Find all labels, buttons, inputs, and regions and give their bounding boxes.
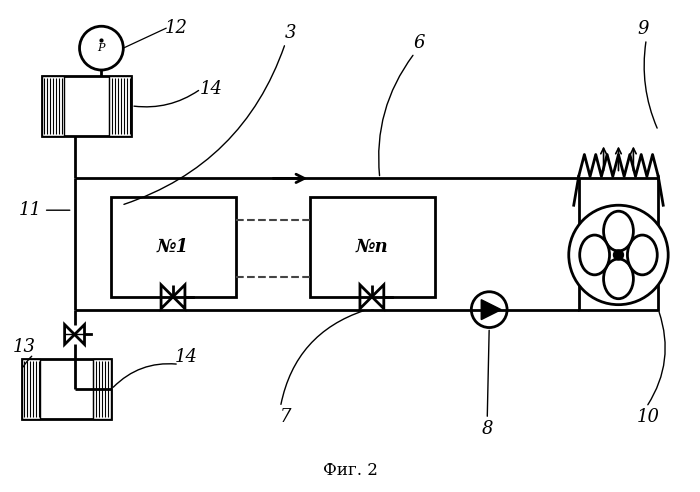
Text: 13: 13 [13, 338, 36, 356]
Text: 8: 8 [482, 420, 493, 438]
Bar [579, 179, 658, 309]
Bar [109, 76, 131, 136]
Text: 10: 10 [637, 408, 660, 426]
Text: 14: 14 [199, 80, 223, 98]
Text: P: P [98, 43, 105, 53]
Text: №n: №n [356, 238, 389, 256]
Bar [22, 359, 111, 419]
Bar [94, 359, 111, 419]
Text: 9: 9 [638, 20, 649, 38]
Circle shape [569, 205, 668, 305]
Text: 14: 14 [174, 348, 197, 367]
Bar [111, 197, 236, 297]
Text: 7: 7 [279, 408, 291, 426]
Circle shape [613, 250, 624, 260]
Text: Фиг. 2: Фиг. 2 [323, 462, 377, 479]
Polygon shape [482, 300, 501, 320]
Ellipse shape [627, 235, 657, 275]
Text: 11: 11 [18, 201, 41, 219]
Circle shape [471, 292, 507, 328]
Text: 6: 6 [414, 34, 426, 52]
Circle shape [80, 26, 123, 70]
Text: 12: 12 [164, 19, 188, 37]
Ellipse shape [603, 259, 634, 299]
Bar [42, 76, 131, 136]
Text: №1: №1 [157, 238, 189, 256]
Bar [42, 76, 64, 136]
Text: 3: 3 [285, 24, 296, 42]
Ellipse shape [603, 211, 634, 251]
Ellipse shape [580, 235, 610, 275]
Bar [22, 359, 40, 419]
Bar [310, 197, 435, 297]
